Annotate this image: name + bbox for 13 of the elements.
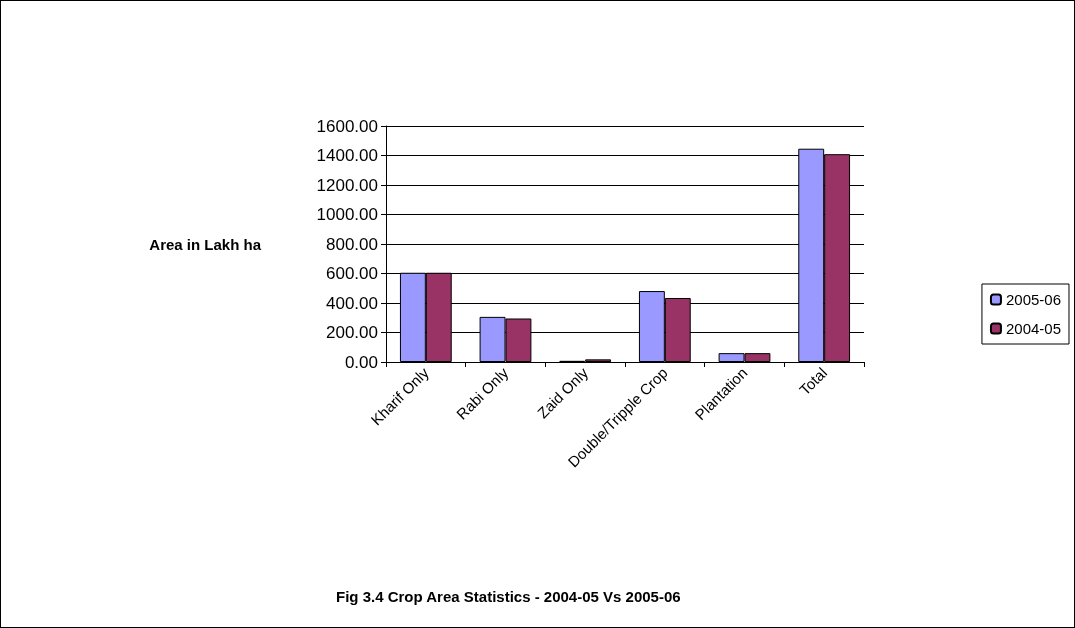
y-tick-label: 600.00 [326, 264, 378, 283]
text: Fig 3.4 Crop Area Statistics - 2004-05 Vs 2005-06 [336, 588, 681, 605]
y-tick-label: 0.00 [344, 352, 378, 372]
y-tick-label: 1000.00 [316, 205, 378, 224]
y-tick-label: 800.00 [326, 234, 378, 254]
y-tick-label: 1400.00 [316, 146, 378, 165]
y-axis-title: Area in Lakh ha [149, 235, 262, 253]
y-tick-label: 200.00 [326, 323, 378, 342]
y-tick-label: 1600.00 [316, 116, 378, 136]
y-tick-label: 400.00 [326, 293, 378, 313]
legend-label: 2005-06 [1005, 291, 1062, 308]
legend-label: 2004-05 [1005, 320, 1062, 337]
y-tick-label: 1200.00 [316, 175, 378, 195]
